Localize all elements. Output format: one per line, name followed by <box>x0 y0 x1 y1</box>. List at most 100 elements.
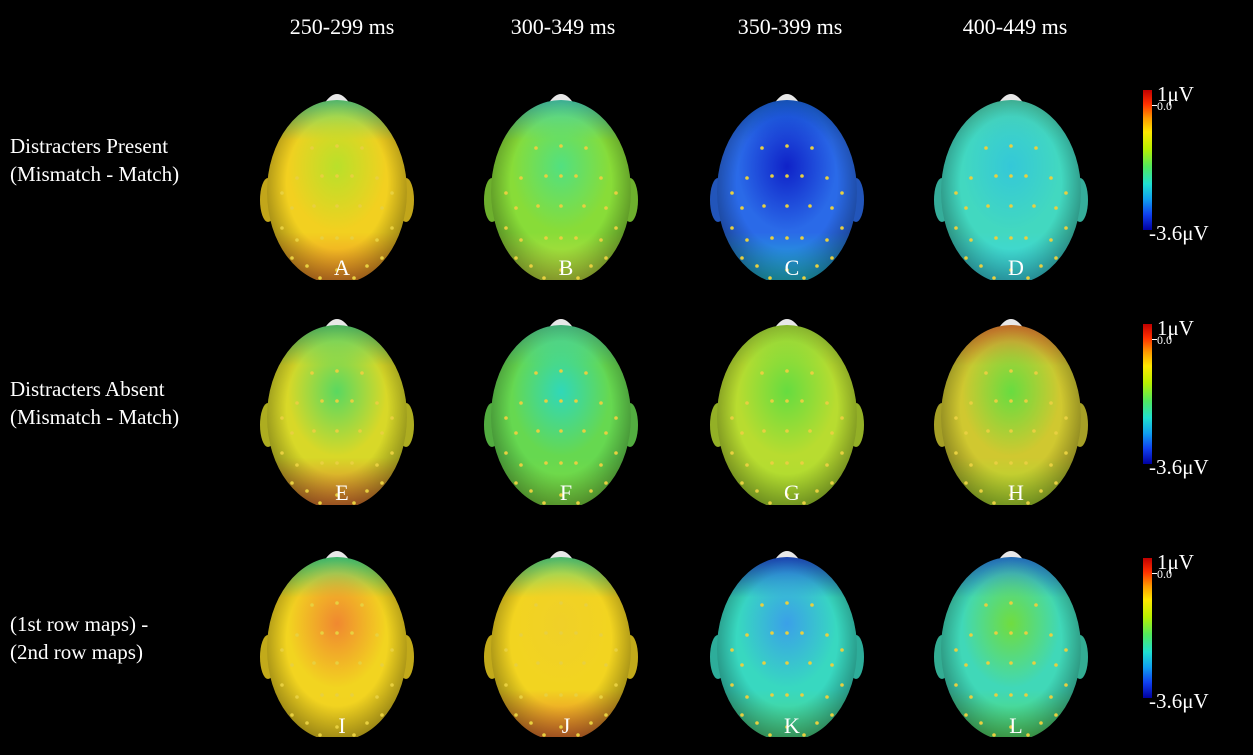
electrode-dot <box>559 631 563 635</box>
electrode-dot <box>310 603 314 607</box>
electrode-dot <box>312 429 316 433</box>
electrode-dot <box>295 695 299 699</box>
electrode-dot <box>1034 603 1038 607</box>
electrode-dot <box>1009 204 1013 208</box>
electrode-dot <box>574 399 578 403</box>
electrode-dot <box>1049 463 1053 467</box>
electrode-dot <box>574 174 578 178</box>
electrode-dot <box>584 371 588 375</box>
electrode-dot <box>810 371 814 375</box>
electrode-dot <box>305 264 309 268</box>
color-scale-bar <box>1143 324 1152 464</box>
electrode-dot <box>589 264 593 268</box>
electrode-dot <box>614 191 618 195</box>
electrode-dot <box>290 206 294 210</box>
electrode-dot <box>808 204 812 208</box>
electrode-dot <box>1009 236 1013 240</box>
electrode-dot <box>840 416 844 420</box>
electrode-dot <box>969 176 973 180</box>
electrode-dot <box>1009 601 1013 605</box>
electrode-dot <box>365 721 369 725</box>
electrode-dot <box>380 481 384 485</box>
electrode-dot <box>504 683 508 687</box>
electrode-dot <box>519 463 523 467</box>
electrode-dot <box>318 276 322 280</box>
electrode-dot <box>768 733 772 737</box>
color-scale-1: 1μV 0.0 -3.6μV <box>1135 82 1225 245</box>
column-header-3: 350-399 ms <box>737 14 843 39</box>
electrode-dot <box>280 683 284 687</box>
electrode-dot <box>825 695 829 699</box>
electrode-dot <box>599 695 603 699</box>
topomap-head <box>252 537 422 737</box>
electrode-dot <box>964 713 968 717</box>
scale-zero-label: 0.0 <box>1157 567 1172 581</box>
electrode-dot <box>1009 493 1013 497</box>
electrode-dot <box>1032 204 1036 208</box>
electrode-dot <box>740 256 744 260</box>
electrode-dot <box>1009 399 1013 403</box>
electrode-dot <box>979 264 983 268</box>
electrode-dot <box>808 429 812 433</box>
panel-letter: A <box>334 255 350 280</box>
electrode-dot <box>312 204 316 208</box>
electrode-dot <box>994 399 998 403</box>
electrode-dot <box>352 501 356 505</box>
electrode-dot <box>350 631 354 635</box>
electrode-dot <box>760 146 764 150</box>
electrode-dot <box>390 683 394 687</box>
topomap-head <box>476 305 646 505</box>
electrode-dot <box>559 601 563 605</box>
electrode-dot <box>529 721 533 725</box>
electrode-dot <box>335 236 339 240</box>
row-label-1: Distracters Present (Mismatch - Match) <box>10 132 179 188</box>
electrode-dot <box>542 501 546 505</box>
electrode-dot <box>785 399 789 403</box>
electrode-dot <box>762 661 766 665</box>
electrode-dot <box>320 399 324 403</box>
electrode-dot <box>1054 663 1058 667</box>
scale-min-label: -3.6μV <box>1149 455 1209 479</box>
electrode-dot <box>318 501 322 505</box>
electrode-dot <box>390 416 394 420</box>
electrode-dot <box>992 733 996 737</box>
electrode-dot <box>529 264 533 268</box>
electrode-dot <box>740 206 744 210</box>
electrode-dot <box>582 204 586 208</box>
electrode-dot <box>599 633 603 637</box>
electrode-dot <box>536 429 540 433</box>
electrode-dot <box>785 693 789 697</box>
electrode-dot <box>969 633 973 637</box>
electrode-dot <box>755 721 759 725</box>
electrode-dot <box>390 191 394 195</box>
scale-max-label: 1μV <box>1157 316 1194 340</box>
scalp-shading <box>717 100 857 280</box>
panel-letter: K <box>784 713 800 738</box>
electrode-dot <box>574 461 578 465</box>
scale-zero-label: 0.0 <box>1157 99 1172 113</box>
electrode-dot <box>984 603 988 607</box>
electrode-dot <box>954 451 958 455</box>
topomap-head <box>476 80 646 280</box>
column-header-4: 400-449 ms <box>962 14 1068 39</box>
electrode-dot <box>830 256 834 260</box>
electrode-dot <box>840 451 844 455</box>
electrode-dot <box>830 431 834 435</box>
electrode-dot <box>830 663 834 667</box>
electrode-dot <box>559 174 563 178</box>
electrode-dot <box>358 661 362 665</box>
electrode-dot <box>350 461 354 465</box>
electrode-dot <box>559 429 563 433</box>
electrode-dot <box>380 663 384 667</box>
electrode-dot <box>745 401 749 405</box>
electrode-dot <box>280 226 284 230</box>
electrode-dot <box>986 661 990 665</box>
electrode-dot <box>335 631 339 635</box>
electrode-dot <box>1039 489 1043 493</box>
electrode-dot <box>312 661 316 665</box>
electrode-dot <box>350 693 354 697</box>
electrode-dot <box>964 431 968 435</box>
electrode-dot <box>519 633 523 637</box>
electrode-dot <box>808 661 812 665</box>
electrode-dot <box>290 713 294 717</box>
